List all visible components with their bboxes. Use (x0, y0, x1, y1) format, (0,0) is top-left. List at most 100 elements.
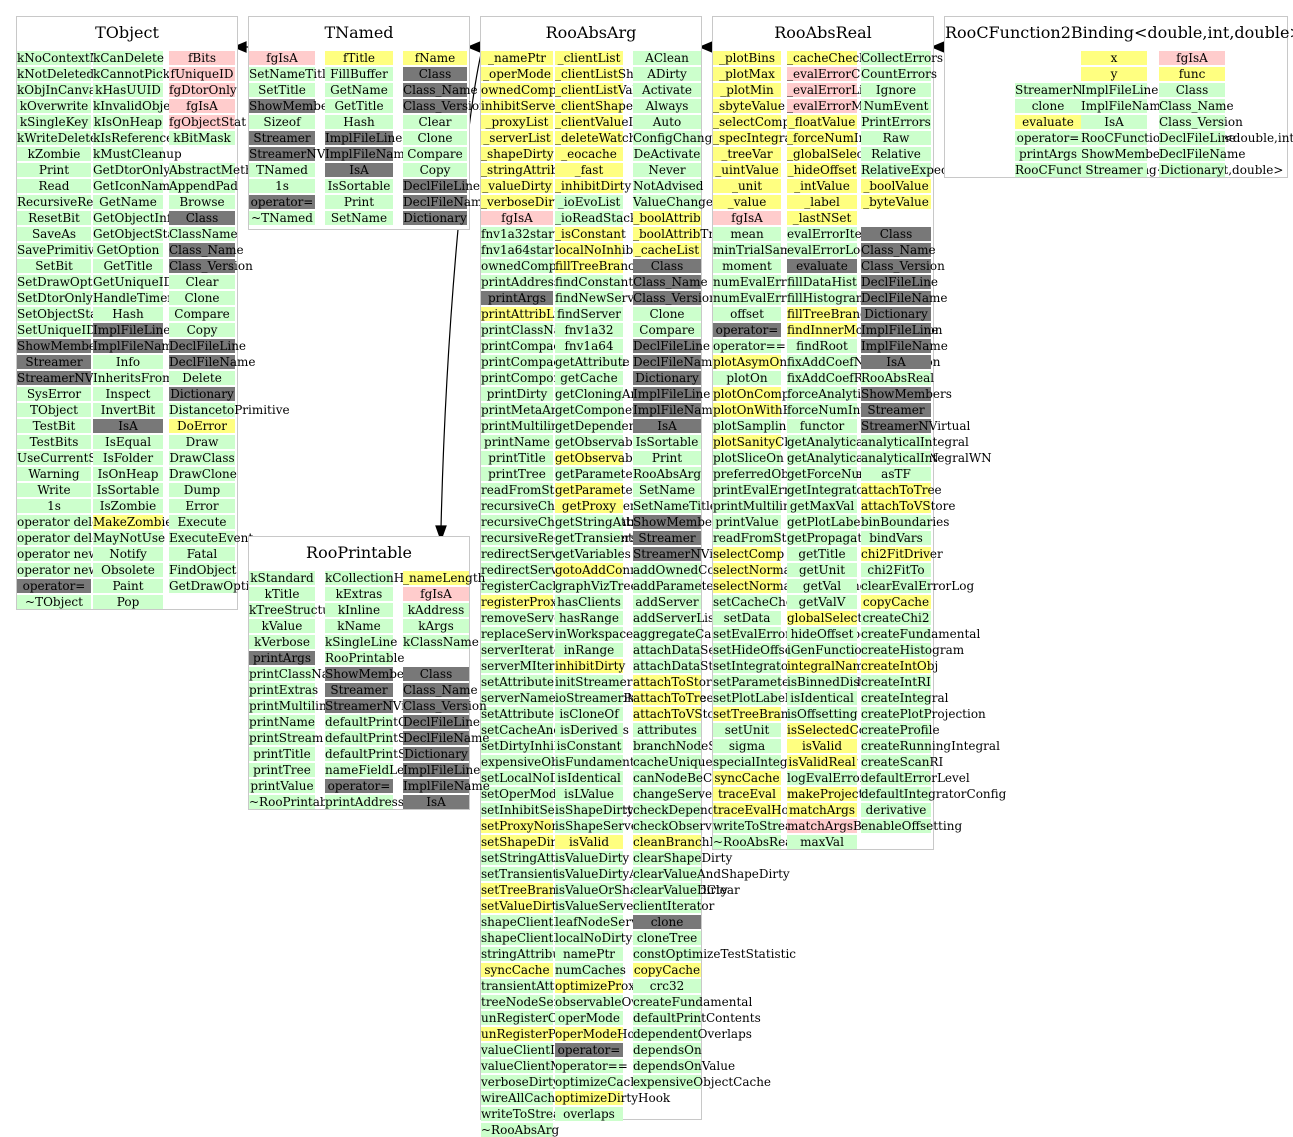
member-cell: _specIntegratorConfig (713, 131, 850, 145)
member-cell: findInnerMostIntegration (787, 323, 943, 337)
member-cell: _byteValue (861, 195, 931, 209)
member-cell: constOptimizeTestStatistic (633, 947, 797, 961)
member-cell: wireAllCaches (481, 1091, 569, 1105)
member-cell: kTitle (249, 587, 315, 601)
member-cell: cloneTree (633, 931, 701, 945)
member-cell: printComponentTree (481, 371, 609, 385)
member-cell: traceEvalHook (713, 803, 804, 817)
member-cell: DeclFileName (403, 731, 490, 745)
member-cell: _clientShapeIter (555, 99, 656, 113)
member-cell: attachDataSet (633, 643, 721, 657)
member-cell: Sizeof (249, 115, 315, 129)
member-cell: getAnalyticalIntegral (787, 435, 916, 449)
member-cell: getDependents (555, 419, 648, 433)
member-cell: GetDtorOnly (93, 163, 171, 177)
member-cell: GetOption (93, 243, 163, 257)
member-cell: fixAddCoefNormalization (787, 355, 941, 369)
member-cell: fTitle (325, 51, 393, 65)
member-cell: printAttribList (481, 307, 569, 321)
member-cell: setTreeBranchStatus (713, 707, 842, 721)
member-cell: DeclFileName (633, 355, 720, 369)
member-cell: setOperMode (481, 787, 564, 801)
member-cell: serverMIterator (481, 659, 580, 673)
member-cell: StreamerNVirtual (1015, 83, 1125, 97)
member-cell: fnv1a32 (555, 323, 623, 337)
member-cell: fgDtorOnly (169, 83, 237, 97)
member-cell: copyCache (861, 595, 931, 609)
member-cell: _cacheCheck (787, 51, 867, 65)
member-cell: kValue (249, 619, 315, 633)
member-cell: 1s (249, 179, 315, 193)
member-cell: preferredObservableScanOrder (713, 467, 906, 481)
member-cell: _evalErrorMode (787, 99, 886, 113)
member-cell: findNewServer (555, 291, 647, 305)
member-cell: unRegisterProxy (481, 1027, 583, 1041)
member-cell: Delete (169, 371, 235, 385)
member-cell: enableOffsetting (861, 819, 963, 833)
member-cell: Dictionary (169, 387, 235, 401)
member-cell: func (1159, 67, 1225, 81)
member-cell: kArgs (403, 619, 469, 633)
member-cell: writeToStream (481, 1107, 572, 1121)
member-cell: RooAbsReal (861, 371, 935, 385)
member-cell: Hash (325, 115, 393, 129)
member-cell: SetName (633, 483, 701, 497)
member-cell: forceAnalyticalInt (787, 387, 897, 401)
member-cell: Print (325, 195, 393, 209)
member-cell: kTreeStructure (249, 603, 343, 617)
member-cell: clientIterator (633, 899, 715, 913)
member-cell: _evalErrorCount (787, 67, 888, 81)
member-cell: kVerbose (249, 635, 315, 649)
member-cell: defaultPrintStream (325, 731, 443, 745)
member-cell: _inhibitDirty (555, 179, 632, 193)
member-cell: attachDataStore (633, 659, 734, 673)
member-cell: numEvalErrorItems (713, 275, 834, 289)
member-cell: isValueDirtyAndClear (555, 867, 687, 881)
member-cell: SetUniqueID (17, 323, 96, 337)
member-cell: attributes (633, 723, 701, 737)
member-cell: setParameterizeIntegral (713, 675, 861, 689)
member-cell: _lastNSet (787, 211, 857, 225)
member-cell: ShowMembers (1081, 147, 1172, 161)
member-cell: analyticalIntegral (861, 435, 969, 449)
member-cell: IsSortable (633, 435, 701, 449)
member-cell: SysError (17, 387, 91, 401)
member-cell: kClassName (403, 635, 479, 649)
member-cell: getValV (787, 595, 857, 609)
member-cell: IsSortable (325, 179, 393, 193)
member-cell: _plotBins (713, 51, 781, 65)
member-cell: ImplFileName (93, 339, 180, 353)
member-cell: plotOnWithErrorBand (713, 403, 848, 417)
member-cell: SaveAs (17, 227, 91, 241)
member-cell: namePtr (555, 947, 623, 961)
member-cell: createIntObj (861, 659, 939, 673)
member-cell: replaceServer (481, 627, 568, 641)
member-cell: attachToVStore (861, 499, 956, 513)
member-cell: ~RooPrintable (249, 795, 339, 809)
member-cell: numCaches (555, 963, 626, 977)
member-cell: ImplFileName (1081, 99, 1168, 113)
member-cell: operator= (713, 323, 781, 337)
member-cell: ~RooAbsReal (713, 835, 797, 849)
member-cell: Always (633, 99, 701, 113)
member-cell: fillHistogram (787, 291, 868, 305)
member-cell: setCacheAndTrackHints (481, 723, 629, 737)
member-cell: kSingleLine (325, 635, 398, 649)
member-cell: _sbyteValue (713, 99, 785, 113)
member-cell: setTreeBranchStatus (481, 883, 610, 897)
member-cell: kHasUUID (93, 83, 163, 97)
member-cell: getTitle (787, 547, 857, 561)
member-cell: Clone (633, 307, 701, 321)
member-cell: TNamed (249, 163, 315, 177)
member-cell: _serverList (481, 131, 553, 145)
member-cell: fgIsA (1159, 51, 1225, 65)
member-cell: Warning (17, 467, 91, 481)
member-cell: DeclFileLine (633, 339, 711, 353)
member-cell: Inspect (93, 387, 163, 401)
member-cell: valueClientMIterator (481, 1059, 610, 1073)
member-cell: ImplFileLine (403, 763, 481, 777)
member-cell: setTransientAttribute (481, 867, 613, 881)
member-cell: _boolAttrib (633, 211, 701, 225)
member-cell: Class (633, 259, 701, 273)
member-cell: y (1081, 67, 1147, 81)
